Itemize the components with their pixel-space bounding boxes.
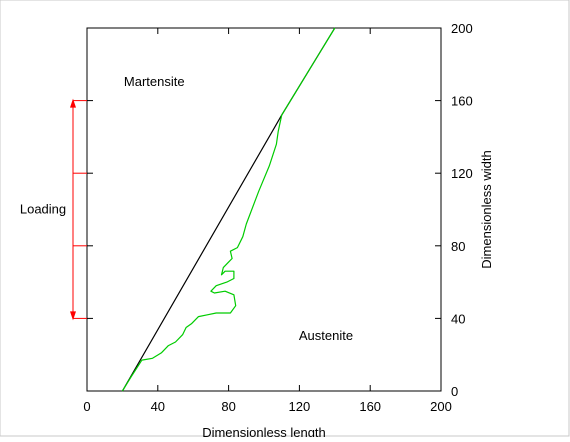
y-tick-label: 0 <box>451 384 458 399</box>
series-line <box>121 27 336 392</box>
loading-label: Loading <box>20 202 66 217</box>
y-tick-label: 160 <box>451 94 473 109</box>
x-tick-label: 200 <box>430 399 452 414</box>
y-tick-label: 80 <box>451 239 465 254</box>
region-label: Martensite <box>124 74 185 89</box>
y-tick-label: 200 <box>451 21 473 36</box>
loading-label-bg <box>18 199 68 218</box>
x-axis-label: Dimensionless length <box>202 425 326 437</box>
y-axis-label: Dimensionless width <box>479 150 494 269</box>
label-layer: Dimensionless length Dimensionless width M… <box>124 74 494 440</box>
series-layer <box>121 27 336 392</box>
x-tick-label: 0 <box>83 399 90 414</box>
y-tick-label: 120 <box>451 166 473 181</box>
x-tick-label: 80 <box>221 399 235 414</box>
annotation-layer: Loading <box>18 98 87 321</box>
loading-arrow-head-top <box>70 98 76 108</box>
x-tick-label: 40 <box>151 399 165 414</box>
region-label: Austenite <box>299 328 353 343</box>
x-tick-label: 120 <box>289 399 311 414</box>
y-tick-label: 40 <box>451 311 465 326</box>
plot-area <box>86 27 442 392</box>
x-tick-label: 160 <box>359 399 381 414</box>
loading-arrow-head-bottom <box>70 311 76 321</box>
